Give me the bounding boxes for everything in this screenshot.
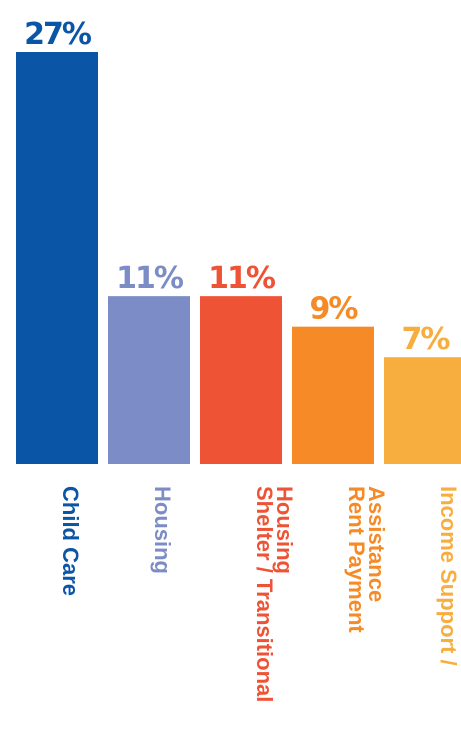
bar-5 bbox=[384, 357, 461, 464]
bar-1 bbox=[16, 52, 98, 464]
value-label-1: 27% bbox=[24, 17, 92, 52]
category-label-line: Assistance bbox=[456, 486, 461, 602]
bar-2 bbox=[108, 296, 190, 464]
value-label-2: 11% bbox=[116, 261, 184, 296]
value-label-3: 11% bbox=[208, 261, 276, 296]
bar-4 bbox=[292, 326, 374, 464]
category-label-line: Income Support / bbox=[436, 486, 461, 666]
category-label-line: Shelter / Transitional bbox=[252, 486, 277, 702]
value-label-4: 9% bbox=[310, 292, 359, 327]
category-label-line: Rent Payment bbox=[344, 486, 369, 633]
value-label-5: 7% bbox=[402, 322, 451, 357]
category-label-line: Housing bbox=[150, 486, 175, 574]
category-label-2: Housing bbox=[150, 486, 175, 574]
category-label-5: Income Support /Assistance bbox=[436, 486, 461, 666]
category-label-line: Child Care bbox=[58, 486, 83, 596]
bar-3 bbox=[200, 296, 282, 464]
category-label-line: Housing bbox=[272, 486, 297, 574]
category-label-1: Child Care bbox=[58, 486, 83, 596]
category-label-line: Assistance bbox=[364, 486, 389, 602]
